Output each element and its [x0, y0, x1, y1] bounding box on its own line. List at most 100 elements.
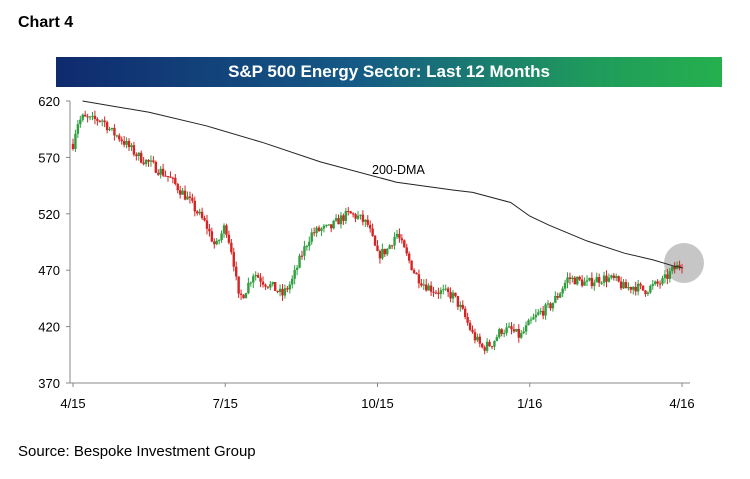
- candle-body: [417, 274, 421, 284]
- candle-body: [300, 255, 304, 257]
- candle-body: [649, 285, 652, 293]
- candle-body: [310, 232, 313, 242]
- candle-body: [585, 280, 589, 282]
- candle-body: [295, 267, 299, 270]
- candle-body: [634, 286, 637, 292]
- candle-body: [176, 183, 179, 191]
- candle-body: [239, 293, 243, 295]
- candle-body: [515, 328, 518, 332]
- candle-body: [444, 288, 447, 290]
- candle-body: [157, 172, 160, 175]
- candle-body: [86, 116, 89, 118]
- candle-body: [269, 284, 272, 288]
- candle-body: [559, 293, 562, 298]
- candle-body: [607, 277, 611, 282]
- candle-body: [137, 152, 140, 157]
- candle-body: [364, 219, 367, 222]
- candle-body: [312, 232, 316, 234]
- chart-title: S&P 500 Energy Sector: Last 12 Months: [228, 62, 550, 81]
- candle-body: [617, 276, 620, 282]
- candle-body: [434, 292, 438, 294]
- candle-body: [161, 168, 165, 176]
- candle-body: [600, 282, 603, 284]
- candle-body: [671, 266, 674, 272]
- candle-body: [74, 133, 77, 149]
- candle-body: [602, 275, 606, 283]
- candle-body: [337, 218, 340, 225]
- candle-body: [393, 236, 396, 246]
- candle-body: [388, 245, 391, 249]
- candle-body: [188, 196, 192, 199]
- candle-body: [549, 303, 552, 309]
- candle-body: [498, 329, 501, 338]
- candle-body: [410, 260, 413, 271]
- candle-body: [576, 276, 579, 285]
- candle-body: [566, 277, 569, 283]
- candle-body: [200, 211, 204, 218]
- candle-body: [386, 248, 389, 255]
- candle-body: [122, 141, 126, 145]
- candle-body: [366, 219, 369, 225]
- candle-body: [654, 281, 657, 285]
- x-tick-label: 4/15: [60, 396, 85, 411]
- source-note: Source: Bespoke Investment Group: [18, 443, 256, 460]
- candle-body: [383, 248, 387, 255]
- candle-body: [103, 120, 106, 123]
- candle-body: [595, 277, 598, 283]
- candle-body: [225, 225, 228, 235]
- candle-body: [105, 122, 109, 131]
- candle-body: [376, 245, 379, 251]
- candle-body: [79, 119, 82, 125]
- candle-body: [191, 198, 194, 201]
- candle-body: [605, 275, 608, 282]
- candle-body: [293, 269, 296, 279]
- candle-body: [546, 303, 550, 305]
- candle-body: [661, 278, 664, 284]
- candle-body: [76, 124, 80, 134]
- candle-body: [169, 176, 172, 178]
- candle-body: [568, 277, 572, 279]
- candle-body: [171, 177, 175, 179]
- candle-body: [354, 214, 357, 219]
- y-tick-label: 370: [38, 376, 60, 391]
- candle-body: [593, 282, 596, 287]
- candle-body: [347, 211, 350, 213]
- candle-body: [563, 282, 567, 289]
- candle-body: [473, 332, 477, 341]
- candle-body: [476, 336, 479, 341]
- candle-body: [322, 225, 326, 229]
- candle-body: [510, 326, 513, 330]
- candle-body: [120, 139, 123, 142]
- candle-body: [215, 240, 218, 245]
- candle-body: [142, 162, 145, 165]
- candle-body: [373, 235, 377, 246]
- candle-body: [415, 272, 418, 275]
- candle-body: [140, 152, 143, 163]
- candle-body: [597, 277, 601, 283]
- candle-body: [118, 135, 121, 140]
- candle-body: [629, 286, 633, 290]
- candle-body: [235, 266, 238, 277]
- candle-body: [485, 341, 489, 351]
- candle-body: [446, 288, 450, 293]
- candle-body: [278, 288, 282, 292]
- candle-body: [512, 329, 516, 332]
- candle-body: [205, 220, 209, 229]
- candle-body: [495, 337, 499, 341]
- candle-body: [551, 302, 555, 309]
- candle-body: [368, 224, 372, 229]
- candle-body: [159, 168, 162, 175]
- candle-body: [395, 233, 399, 237]
- candle-body: [208, 228, 211, 232]
- candle-body: [454, 292, 457, 297]
- y-tick-label: 570: [38, 150, 60, 165]
- candle-body: [217, 240, 221, 242]
- candle-body: [483, 347, 486, 351]
- candle-body: [230, 242, 233, 253]
- candle-body: [281, 288, 284, 296]
- candle-body: [186, 196, 189, 200]
- candle-body: [71, 143, 75, 149]
- candle-body: [325, 225, 328, 227]
- candle-body: [232, 252, 235, 267]
- candle-body: [517, 328, 520, 338]
